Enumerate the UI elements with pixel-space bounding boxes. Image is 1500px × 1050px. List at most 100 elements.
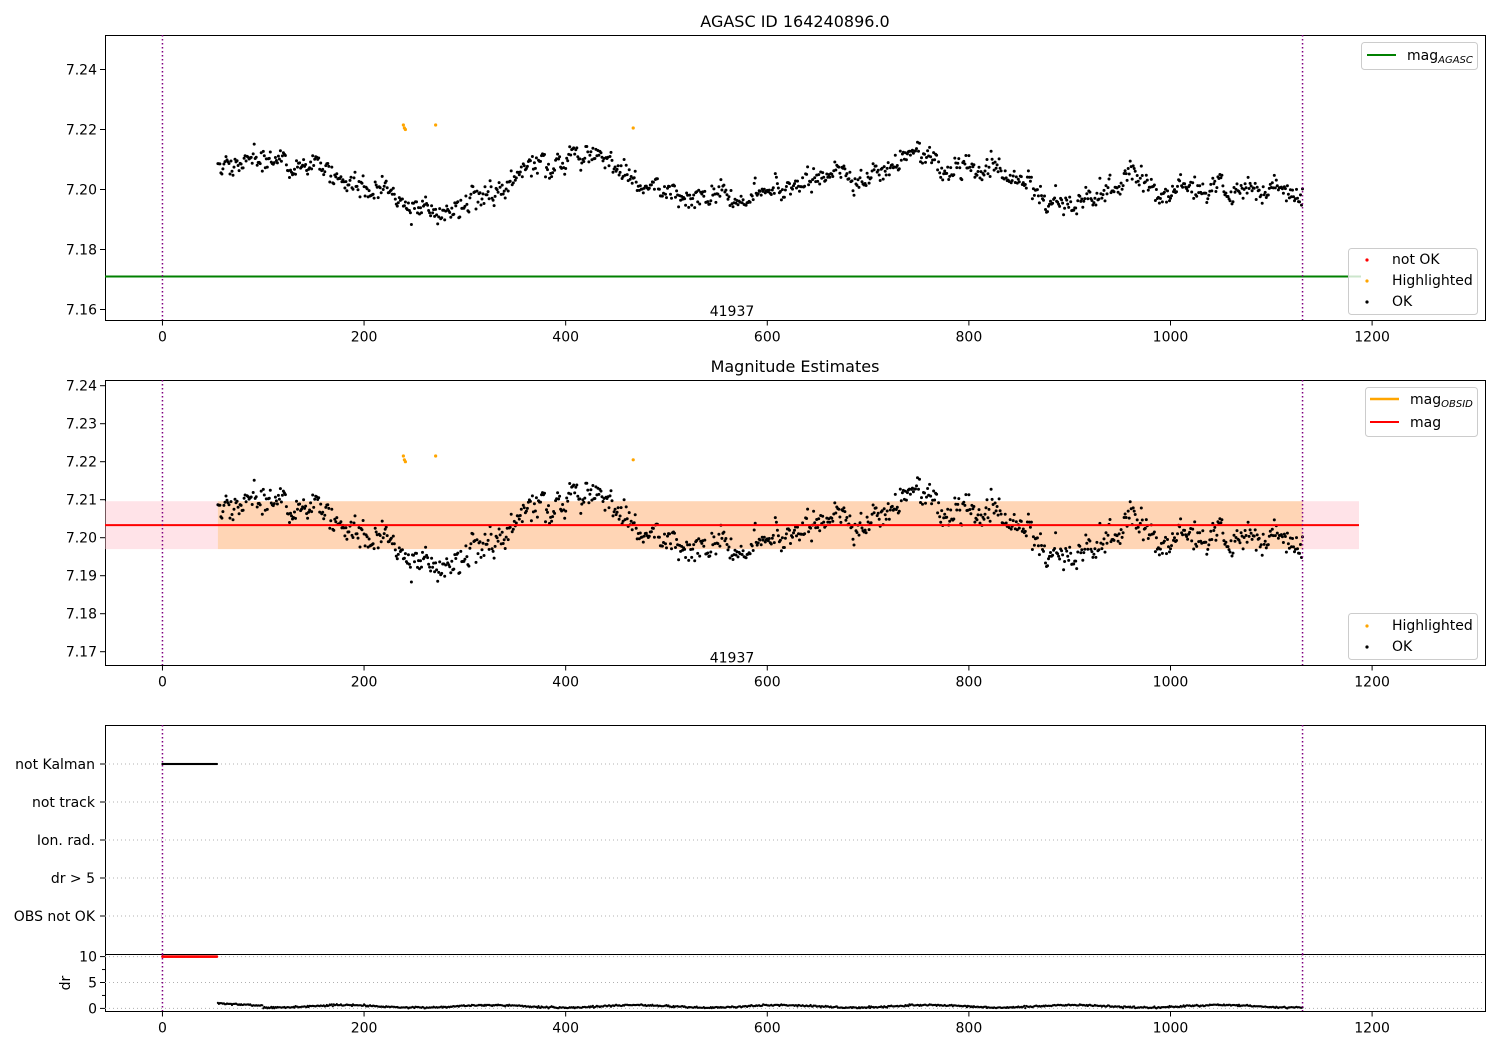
ok-point — [1011, 174, 1015, 178]
ok-point — [302, 158, 306, 162]
ok-point — [1181, 185, 1185, 189]
ok-point — [239, 162, 243, 166]
ok-point — [1144, 173, 1148, 177]
ok-point — [611, 514, 615, 518]
ok-point — [928, 145, 932, 149]
ok-point — [1060, 549, 1064, 553]
ok-point — [718, 544, 722, 548]
ok-point — [744, 556, 748, 560]
ok-point — [323, 513, 327, 517]
ok-point — [936, 168, 940, 172]
ok-point — [514, 521, 518, 525]
x-tick-label: 400 — [552, 1021, 579, 1037]
y-tick-label: 7.23 — [66, 417, 97, 433]
ok-point — [1026, 512, 1030, 516]
dr-point — [1023, 1004, 1026, 1008]
ok-point — [1054, 184, 1058, 188]
ok-point — [703, 189, 707, 193]
ok-point — [456, 200, 460, 204]
ok-point — [872, 511, 876, 515]
ok-point — [293, 510, 296, 514]
ok-point — [1125, 178, 1129, 182]
ok-point — [489, 185, 493, 189]
ok-point — [491, 549, 495, 553]
ok-point — [522, 506, 526, 510]
ok-point — [880, 166, 884, 170]
ok-point — [223, 500, 227, 504]
y-tick-label: 7.24 — [66, 379, 97, 395]
ok-point — [1086, 547, 1090, 551]
ok-point — [1285, 531, 1289, 535]
ok-point — [687, 205, 691, 209]
ok-point — [298, 161, 302, 165]
ok-point — [1084, 185, 1088, 189]
ok-point — [224, 494, 228, 498]
ok-point — [230, 169, 234, 173]
ok-point — [1222, 539, 1226, 543]
ok-point — [352, 176, 356, 180]
ok-point — [876, 168, 880, 172]
ok-point — [968, 165, 972, 169]
ok-point — [753, 521, 757, 525]
ok-point — [833, 501, 837, 505]
ok-point — [1157, 201, 1161, 205]
ok-point — [1241, 196, 1245, 200]
ok-point — [360, 528, 364, 532]
ok-point — [946, 507, 950, 511]
ok-point — [1039, 532, 1042, 536]
ok-point — [343, 186, 347, 190]
ok-point — [1051, 201, 1055, 205]
ok-point — [998, 166, 1002, 170]
ok-point — [852, 543, 856, 547]
ok-point — [318, 510, 322, 514]
ok-point — [792, 531, 795, 535]
ok-point — [235, 159, 239, 163]
ok-point — [572, 146, 576, 150]
y-tick-label: 7.24 — [66, 63, 97, 79]
ok-point — [930, 502, 934, 506]
ok-point — [1135, 174, 1139, 177]
legend-highlighted-label: Highlighted — [1392, 618, 1473, 634]
ok-point — [384, 525, 388, 529]
ok-point — [469, 192, 473, 196]
annotation-obsid: 41937 — [710, 650, 755, 666]
ok-point — [1243, 182, 1247, 186]
ok-point — [741, 198, 745, 202]
ok-point — [770, 536, 774, 540]
ok-point — [926, 149, 930, 153]
ok-point — [407, 562, 411, 566]
ok-point — [519, 165, 523, 169]
ok-point — [1212, 529, 1216, 532]
ok-point — [638, 531, 642, 535]
ok-point — [227, 503, 231, 507]
ok-point — [327, 164, 331, 168]
ok-point — [887, 173, 891, 177]
ok-point — [1245, 191, 1249, 195]
ok-point — [436, 579, 440, 583]
ok-point — [848, 514, 852, 518]
ok-point — [1146, 537, 1150, 540]
ok-point — [1023, 183, 1027, 186]
ok-point — [766, 539, 770, 543]
ok-point — [1233, 190, 1237, 194]
ok-point — [1040, 544, 1043, 547]
ok-point — [644, 531, 648, 535]
ok-point — [940, 509, 944, 513]
ok-point — [878, 179, 882, 182]
ok-point — [402, 204, 406, 208]
ok-point — [1132, 509, 1136, 513]
ok-point — [914, 149, 917, 153]
ok-point — [502, 538, 506, 542]
ok-point — [1097, 197, 1101, 201]
ok-point — [1152, 530, 1156, 534]
ok-point — [917, 487, 920, 491]
ok-point — [294, 172, 297, 176]
ok-point — [1259, 193, 1263, 197]
ok-point — [1176, 184, 1179, 188]
ok-point — [418, 567, 421, 571]
ok-point — [471, 185, 475, 189]
ok-point — [250, 161, 254, 165]
ok-point — [999, 512, 1003, 516]
ok-point — [463, 204, 467, 208]
